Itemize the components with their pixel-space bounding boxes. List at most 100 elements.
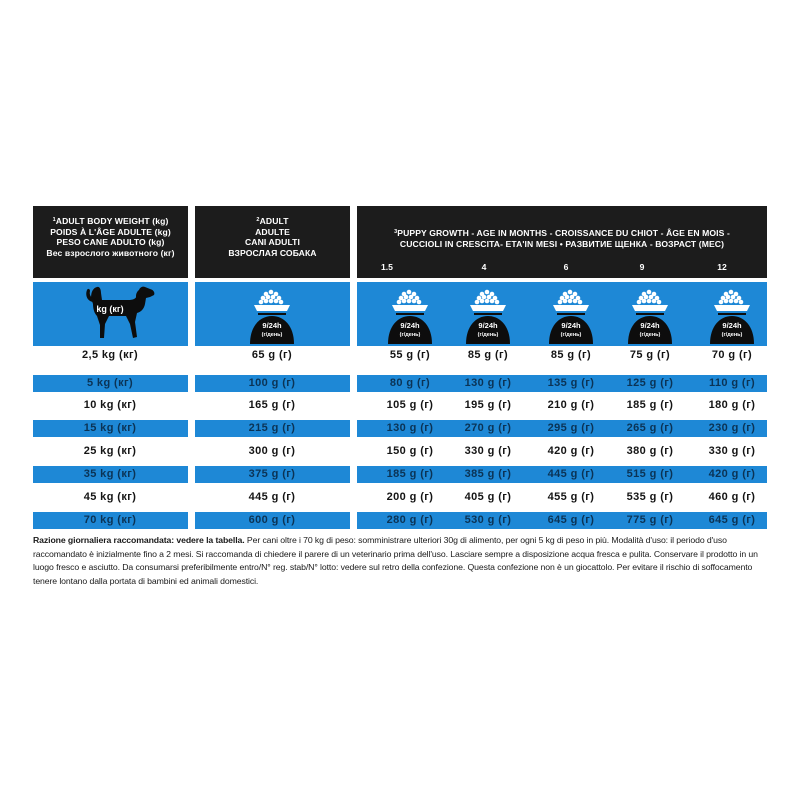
adult-ration-cell: 65 g (г): [251, 349, 293, 361]
puppy-ration-cell: 185 g (г): [386, 468, 434, 480]
age-months-row: 1.5 4 6 9 12: [357, 262, 767, 274]
row-band: [33, 420, 188, 437]
header-adult-body-weight-text: 1ADULT BODY WEIGHT (kg) POIDS À L'ÂGE AD…: [33, 206, 188, 258]
adult-ration-cell: 300 g (г): [248, 445, 296, 457]
puppy-ration-cell: 455 g (г): [547, 491, 595, 503]
puppy-ration-cell: 515 g (г): [626, 468, 674, 480]
age-label: 1.5: [381, 262, 393, 272]
adult-ration-cell: 600 g (г): [248, 514, 296, 526]
row-band: [195, 466, 350, 483]
row-band: [357, 512, 767, 529]
puppy-ration-cell: 110 g (г): [708, 377, 756, 389]
row-band: [357, 420, 767, 437]
bowl-rate-label: 9/24h: [640, 321, 660, 330]
footnote-marker: 1: [52, 217, 56, 223]
header-line: ADULTE: [255, 226, 290, 237]
puppy-ration-cell: 185 g (г): [626, 399, 674, 411]
row-band: [195, 512, 350, 529]
header-line: ВЗРОСЛАЯ СОБАКА: [228, 247, 317, 258]
puppy-ration-cell: 80 g (г): [389, 377, 431, 389]
puppy-ration-cell: 85 g (г): [550, 349, 592, 361]
bowl-rate-label: 9/24h: [722, 321, 742, 330]
puppy-ration-cell: 135 g (г): [547, 377, 595, 389]
puppy-ration-cell: 230 g (г): [708, 422, 756, 434]
puppy-ration-cell: 535 g (г): [626, 491, 674, 503]
age-label: 4: [481, 262, 487, 272]
puppy-ration-cell: 530 g (г): [464, 514, 512, 526]
age-label: 6: [563, 262, 569, 272]
bowl-icon-wrap: 9/24h (г/день): [458, 284, 518, 344]
puppy-ration-cell: 210 g (г): [547, 399, 595, 411]
puppy-ration-cell: 645 g (г): [708, 514, 756, 526]
puppy-ration-cell: 330 g (г): [708, 445, 756, 457]
bowl-unit-label: (г/день): [478, 332, 499, 338]
puppy-ration-cell: 270 g (г): [464, 422, 512, 434]
dog-icon: kg (кг): [86, 286, 155, 338]
bowl-unit-label: (г/день): [400, 332, 421, 338]
puppy-ration-cell: 85 g (г): [467, 349, 509, 361]
food-bowl-icon: 9/24h (г/день): [388, 289, 432, 344]
food-bowl-icon: 9/24h (г/день): [250, 289, 294, 344]
puppy-ration-cell: 280 g (г): [386, 514, 434, 526]
body-weight-cell: 70 kg (кг): [83, 514, 137, 526]
puppy-ration-cell: 150 g (г): [386, 445, 434, 457]
row-band: [195, 420, 350, 437]
puppy-ration-cell: 200 g (г): [386, 491, 434, 503]
table-row: 35 kg (кг) 375 g (г) 185 g (г) 385 g (г) 445…: [33, 466, 767, 483]
body-weight-cell: 45 kg (кг): [83, 491, 137, 503]
puppy-ration-cell: 130 g (г): [464, 377, 512, 389]
table-row: 70 kg (кг) 600 g (г) 280 g (г) 530 g (г) 645…: [33, 512, 767, 529]
puppy-ration-cell: 380 g (г): [626, 445, 674, 457]
puppy-ration-cell: 265 g (г): [626, 422, 674, 434]
table-row: 10 kg (кг) 165 g (г) 105 g (г) 195 g (г) 210…: [33, 397, 767, 414]
puppy-ration-cell: 385 g (г): [464, 468, 512, 480]
bowl-rate-label: 9/24h: [561, 321, 581, 330]
footnote-marker: 2: [256, 217, 260, 223]
adult-bowl-band: 9/24h (г/день): [195, 282, 350, 346]
puppy-ration-cell: 775 g (г): [626, 514, 674, 526]
bowl-unit-label: (г/день): [561, 332, 582, 338]
row-band: [33, 375, 188, 392]
row-band: [357, 375, 767, 392]
header-line: ADULT BODY WEIGHT (kg): [55, 216, 169, 226]
age-label: 12: [717, 262, 727, 272]
header-line: CUCCIOLI IN CRESCITA- ETA'IN MESI • РАЗВ…: [399, 238, 725, 249]
age-label: 9: [639, 262, 645, 272]
header-line: PESO CANE ADULTO (kg): [56, 237, 165, 247]
header-puppy-growth: 3PUPPY GROWTH - AGE IN MONTHS - CROISSAN…: [357, 206, 767, 278]
bowl-rate-label: 9/24h: [400, 321, 420, 330]
adult-ration-cell: 100 g (г): [248, 377, 296, 389]
puppy-ration-cell: 405 g (г): [464, 491, 512, 503]
feeding-instructions-note: Razione giornaliera raccomandata: vedere…: [33, 534, 767, 588]
bowl-rate-label: 9/24h: [262, 321, 282, 330]
puppy-ration-cell: 105 g (г): [386, 399, 434, 411]
puppy-ration-cell: 70 g (г): [711, 349, 753, 361]
bowl-icon-wrap: 9/24h (г/день): [702, 284, 762, 344]
puppy-ration-cell: 420 g (г): [547, 445, 595, 457]
puppy-ration-cell: 645 g (г): [547, 514, 595, 526]
table-row: 25 kg (кг) 300 g (г) 150 g (г) 330 g (г) 420…: [33, 443, 767, 460]
body-weight-cell: 25 kg (кг): [83, 445, 137, 457]
header-adult-body-weight: 1ADULT BODY WEIGHT (kg) POIDS À L'ÂGE AD…: [33, 206, 188, 278]
bowl-unit-label: (г/день): [262, 332, 283, 338]
body-weight-cell: 10 kg (кг): [83, 399, 137, 411]
bowl-unit-label: (г/день): [640, 332, 661, 338]
puppy-ration-cell: 125 g (г): [626, 377, 674, 389]
bowl-rate-label: 9/24h: [478, 321, 498, 330]
table-row: 5 kg (кг) 100 g (г) 80 g (г) 130 g (г) 135 g…: [33, 375, 767, 392]
row-band: [195, 375, 350, 392]
bowl-icon-wrap: 9/24h (г/день): [620, 284, 680, 344]
adult-ration-cell: 215 g (г): [248, 422, 296, 434]
header-line: Вес взрослого животного (кг): [46, 247, 175, 258]
table-row: 15 kg (кг) 215 g (г) 130 g (г) 270 g (г) 295…: [33, 420, 767, 437]
dog-icon-band: kg (кг): [33, 282, 188, 346]
food-bowl-icon: 9/24h (г/день): [710, 289, 754, 344]
table-row: 2,5 kg (кг) 65 g (г) 55 g (г) 85 g (г) 85 g …: [33, 347, 767, 364]
puppy-bowl-band: 9/24h (г/день) 9/24h (г/день) 9/24h (г/д…: [357, 282, 767, 346]
puppy-ration-cell: 295 g (г): [547, 422, 595, 434]
row-band: [33, 512, 188, 529]
food-bowl-icon: 9/24h (г/день): [549, 289, 593, 344]
note-body: Per cani oltre i 70 kg di peso: somminis…: [33, 535, 758, 586]
adult-ration-cell: 375 g (г): [248, 468, 296, 480]
header-line: PUPPY GROWTH - AGE IN MONTHS - CROISSANC…: [397, 228, 730, 238]
